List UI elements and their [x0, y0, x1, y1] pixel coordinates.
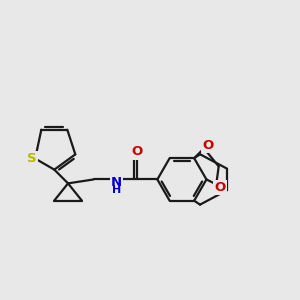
Text: H: H — [112, 185, 121, 195]
Text: O: O — [131, 146, 142, 158]
Text: S: S — [27, 152, 37, 165]
Text: N: N — [111, 176, 122, 189]
Text: O: O — [214, 181, 226, 194]
Text: O: O — [202, 139, 214, 152]
